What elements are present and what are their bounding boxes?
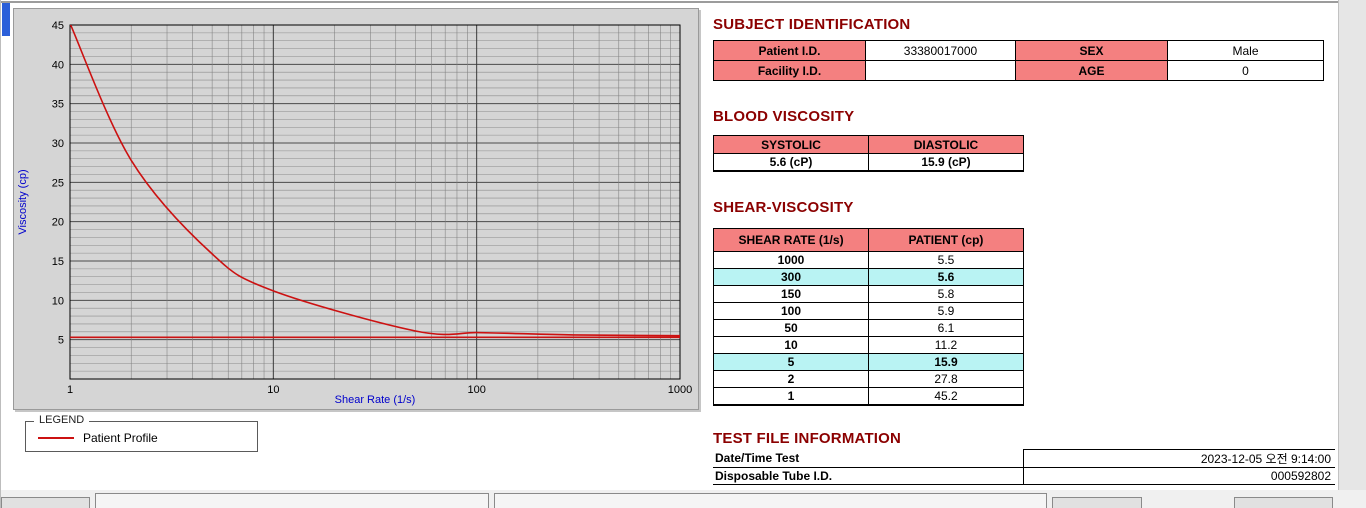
test-file-information-table: Date/Time Test 2023-12-05 오전 9:14:00 Dis…: [713, 449, 1335, 485]
subject-identification-heading: SUBJECT IDENTIFICATION: [713, 16, 911, 33]
shear-rate-cell: 300: [713, 268, 869, 286]
age-label: AGE: [1015, 60, 1168, 81]
shear-viscosity-heading: SHEAR-VISCOSITY: [713, 199, 854, 216]
taskbar-window-fragment[interactable]: [95, 493, 489, 508]
sex-label: SEX: [1015, 40, 1168, 61]
svg-text:Viscosity (cp): Viscosity (cp): [17, 169, 29, 234]
patient-viscosity-cell: 45.2: [868, 387, 1024, 405]
viscosity-chart-panel: 5 10 15 20 25 30 35 40 45 1 10 100 1000 Shear Rate (1…: [13, 8, 699, 410]
svg-text:10: 10: [267, 384, 279, 396]
diastolic-value: 15.9 (cP): [868, 153, 1024, 171]
shear-rate-cell: 100: [713, 302, 869, 320]
patient-viscosity-cell: 5.5: [868, 251, 1024, 269]
window-top-border: [1, 1, 1366, 3]
shear-table-body: 1000 5.5 300 5.6 150 5.8 100 5.9 50 6.1 10 11.2 5 15.…: [713, 251, 1024, 405]
age-value: 0: [1167, 60, 1324, 81]
legend-line-sample: [38, 437, 74, 439]
subject-identification-table: Patient I.D. 33380017000 SEX Male Facili…: [713, 40, 1324, 81]
taskbar-window-fragment[interactable]: [494, 493, 1047, 508]
svg-text:35: 35: [52, 99, 64, 111]
blood-viscosity-table: SYSTOLIC DIASTOLIC 5.6 (cP) 15.9 (cP): [713, 135, 1024, 172]
report-panel: SUBJECT IDENTIFICATION Patient I.D. 3338…: [713, 0, 1337, 508]
date-time-test-value: 2023-12-05 오전 9:14:00: [1022, 449, 1335, 468]
facility-id-label: Facility I.D.: [713, 60, 866, 81]
blood-viscosity-heading: BLOOD VISCOSITY: [713, 108, 855, 125]
shear-table-row: 50 6.1: [713, 319, 1024, 337]
shear-rate-cell: 150: [713, 285, 869, 303]
right-gutter: [1338, 0, 1366, 508]
legend-title: LEGEND: [34, 414, 90, 426]
shear-table-row: 5 15.9: [713, 353, 1024, 371]
shear-table-row: 1 45.2: [713, 387, 1024, 405]
background-window-fragment[interactable]: [2, 3, 10, 36]
legend-series-label: Patient Profile: [83, 431, 158, 445]
patient-viscosity-cell: 27.8: [868, 370, 1024, 388]
patient-viscosity-cell: 15.9: [868, 353, 1024, 371]
shear-table-row: 300 5.6: [713, 268, 1024, 286]
patient-viscosity-cell: 5.6: [868, 268, 1024, 286]
shear-table-row: 1000 5.5: [713, 251, 1024, 269]
facility-id-value: [865, 60, 1016, 81]
shear-rate-cell: 2: [713, 370, 869, 388]
shear-rate-cell: 5: [713, 353, 869, 371]
patient-id-label: Patient I.D.: [713, 40, 866, 61]
shear-rate-cell: 10: [713, 336, 869, 354]
chart-legend: LEGEND Patient Profile: [25, 414, 258, 452]
systolic-header: SYSTOLIC: [713, 135, 869, 154]
date-time-test-label: Date/Time Test: [713, 449, 1023, 468]
shear-rate-header: SHEAR RATE (1/s): [713, 228, 869, 252]
svg-text:100: 100: [467, 384, 485, 396]
disposable-tube-id-label: Disposable Tube I.D.: [713, 467, 1023, 485]
svg-text:1000: 1000: [668, 384, 692, 396]
shear-table-row: 150 5.8: [713, 285, 1024, 303]
svg-text:1: 1: [67, 384, 73, 396]
disposable-tube-id-value: 000592802: [1022, 467, 1335, 485]
shear-table-row: 100 5.9: [713, 302, 1024, 320]
svg-text:30: 30: [52, 138, 64, 150]
systolic-value: 5.6 (cP): [713, 153, 869, 171]
patient-id-value: 33380017000: [865, 40, 1016, 61]
svg-text:15: 15: [52, 256, 64, 268]
svg-text:40: 40: [52, 59, 64, 71]
svg-text:20: 20: [52, 217, 64, 229]
patient-cp-header: PATIENT (cp): [868, 228, 1024, 252]
shear-viscosity-chart: 5 10 15 20 25 30 35 40 45 1 10 100 1000 Shear Rate (1…: [17, 20, 692, 406]
patient-viscosity-cell: 6.1: [868, 319, 1024, 337]
svg-text:45: 45: [52, 20, 64, 32]
svg-text:5: 5: [58, 335, 64, 347]
svg-text:Shear Rate (1/s): Shear Rate (1/s): [335, 394, 416, 406]
taskbar-window-fragment[interactable]: [1052, 497, 1142, 508]
shear-table-row: 10 11.2: [713, 336, 1024, 354]
shear-rate-cell: 1000: [713, 251, 869, 269]
diastolic-header: DIASTOLIC: [868, 135, 1024, 154]
test-file-information-heading: TEST FILE INFORMATION: [713, 430, 902, 447]
taskbar-window-fragment[interactable]: [1234, 497, 1333, 508]
patient-viscosity-cell: 5.8: [868, 285, 1024, 303]
patient-viscosity-cell: 5.9: [868, 302, 1024, 320]
shear-rate-cell: 50: [713, 319, 869, 337]
sex-value: Male: [1167, 40, 1324, 61]
shear-viscosity-table: SHEAR RATE (1/s) PATIENT (cp) 1000 5.5 300…: [713, 228, 1024, 406]
svg-text:10: 10: [52, 295, 64, 307]
taskbar-window-fragment[interactable]: [1, 497, 90, 508]
svg-text:25: 25: [52, 177, 64, 189]
shear-table-row: 2 27.8: [713, 370, 1024, 388]
patient-viscosity-cell: 11.2: [868, 336, 1024, 354]
shear-rate-cell: 1: [713, 387, 869, 405]
